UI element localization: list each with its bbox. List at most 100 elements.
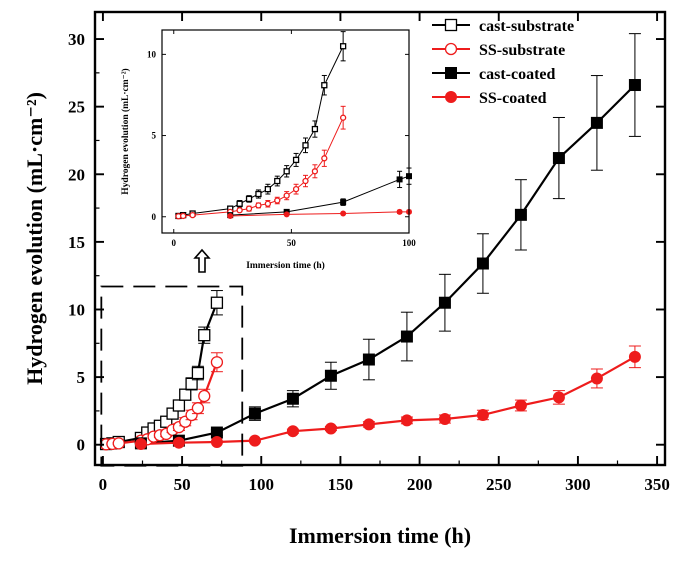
main-point-cast-coated	[362, 353, 375, 366]
inset-x-tick-label: 50	[287, 238, 297, 248]
inset-point-SS-substrate	[311, 168, 319, 175]
main-x-tick-label: 200	[407, 475, 433, 494]
main-y-tick-label: 0	[77, 436, 86, 455]
main-x-tick-label: 150	[328, 475, 354, 494]
main-x-tick-label: 50	[174, 475, 191, 494]
inset-point-cast-substrate	[236, 200, 243, 207]
legend-label-cast-coated: cast-coated	[479, 66, 556, 83]
main-point-SS-coated	[552, 391, 565, 404]
main-y-tick-label: 30	[68, 30, 85, 49]
main-point-SS-coated	[590, 372, 603, 385]
inset-y-tick-label: 5	[152, 131, 157, 141]
inset-point-cast-substrate	[274, 177, 281, 185]
inset-point-cast-substrate	[255, 190, 262, 198]
main-point-SS-coated	[628, 350, 641, 363]
main-point-cast-coated	[590, 116, 603, 129]
legend-label-SS-substrate: SS-substrate	[479, 42, 565, 59]
main-series-line-SS-coated	[140, 355, 636, 446]
inset-point-cast-substrate	[302, 142, 309, 149]
main-series-line-cast-coated	[140, 84, 636, 445]
main-y-tick-label: 25	[68, 98, 85, 117]
inset-point-cast-substrate	[321, 82, 328, 89]
main-y-tick-label: 15	[68, 233, 85, 252]
legend-marker-SS-substrate	[444, 42, 458, 56]
inset-point-cast-substrate	[264, 186, 272, 193]
inset-point-SS-coated	[227, 212, 234, 219]
inset-point-cast-substrate	[283, 168, 290, 175]
inset-point-SS-substrate	[321, 155, 328, 162]
zoom-arrow-icon	[193, 248, 211, 273]
inset-point-SS-substrate	[245, 205, 253, 212]
main-point-SS-coated	[286, 425, 299, 438]
inset-point-SS-coated	[283, 211, 290, 218]
inset-x-tick-label: 100	[402, 238, 416, 248]
main-point-SS-substrate	[210, 356, 224, 369]
main-point-cast-coated	[400, 330, 413, 343]
inset-plot-background	[162, 30, 409, 233]
chart-legend: cast-substrate SS-substrate cast-coated SS-…	[432, 18, 574, 107]
inset-y-axis-label: Hydrogen evolution (mL·cm⁻²)	[120, 68, 131, 194]
main-point-cast-substrate	[179, 388, 192, 401]
inset-point-cast-substrate	[339, 43, 347, 50]
inset-point-SS-coated	[340, 210, 347, 217]
main-x-tick-label: 100	[249, 475, 275, 494]
inset-point-SS-substrate	[189, 211, 196, 219]
inset-point-SS-substrate	[264, 200, 272, 207]
inset-x-tick-label: 0	[172, 238, 177, 248]
inset-point-SS-coated	[396, 208, 403, 215]
main-y-tick-label: 20	[68, 165, 85, 184]
main-point-cast-substrate	[185, 377, 198, 391]
main-point-SS-substrate	[191, 402, 205, 415]
inset-point-SS-substrate	[292, 186, 300, 193]
main-point-SS-coated	[324, 422, 337, 435]
main-point-cast-coated	[514, 208, 527, 221]
main-point-cast-coated	[324, 369, 337, 382]
inset-point-SS-substrate	[339, 114, 347, 121]
main-x-axis-label: Immersion time (h)	[289, 523, 471, 548]
main-y-tick-label: 5	[77, 368, 86, 387]
inset-point-SS-substrate	[255, 202, 262, 209]
legend-marker-cast-substrate	[444, 18, 458, 32]
main-point-cast-coated	[628, 79, 641, 92]
inset-point-cast-substrate	[245, 195, 253, 203]
legend-marker-SS-coated	[445, 91, 457, 103]
inset-point-SS-substrate	[283, 192, 290, 199]
main-point-cast-coated	[438, 296, 451, 309]
main-point-cast-substrate	[198, 329, 211, 342]
inset-point-SS-substrate	[302, 177, 309, 185]
inset-point-cast-coated	[340, 199, 347, 206]
main-point-cast-substrate	[166, 407, 179, 420]
main-point-SS-coated	[400, 414, 413, 427]
main-point-SS-coated	[476, 408, 489, 421]
main-point-SS-coated	[362, 418, 375, 431]
inset-point-SS-substrate	[274, 197, 281, 204]
main-point-SS-coated	[134, 438, 147, 451]
main-point-SS-coated	[438, 413, 451, 426]
main-y-axis-label: Hydrogen evolution (mL·cm⁻²)	[22, 92, 47, 385]
main-point-cast-coated	[552, 152, 565, 165]
main-point-SS-coated	[514, 399, 527, 412]
main-x-tick-label: 350	[644, 475, 670, 494]
main-point-cast-substrate	[210, 296, 224, 309]
main-point-cast-substrate	[172, 399, 186, 412]
main-point-cast-coated	[286, 392, 299, 405]
main-point-cast-coated	[248, 407, 261, 420]
main-point-cast-coated	[476, 257, 489, 270]
inset-plot: 0 50 100 0 5 10	[147, 29, 416, 248]
main-point-SS-coated	[172, 436, 185, 449]
inset-y-tick-label: 0	[152, 212, 157, 222]
legend-label-cast-substrate: cast-substrate	[479, 18, 574, 35]
main-x-tick-label: 0	[99, 475, 108, 494]
inset-x-axis-label: Immersion time (h)	[246, 260, 325, 271]
main-x-tick-label: 300	[565, 475, 591, 494]
inset-point-SS-substrate	[180, 212, 187, 220]
inset-plot-frame	[161, 29, 410, 234]
inset-point-cast-coated	[396, 176, 403, 183]
inset-point-cast-substrate	[311, 125, 319, 133]
main-x-tick-label: 250	[486, 475, 512, 494]
zoom-region-box	[100, 285, 244, 467]
main-point-SS-substrate	[198, 389, 211, 403]
